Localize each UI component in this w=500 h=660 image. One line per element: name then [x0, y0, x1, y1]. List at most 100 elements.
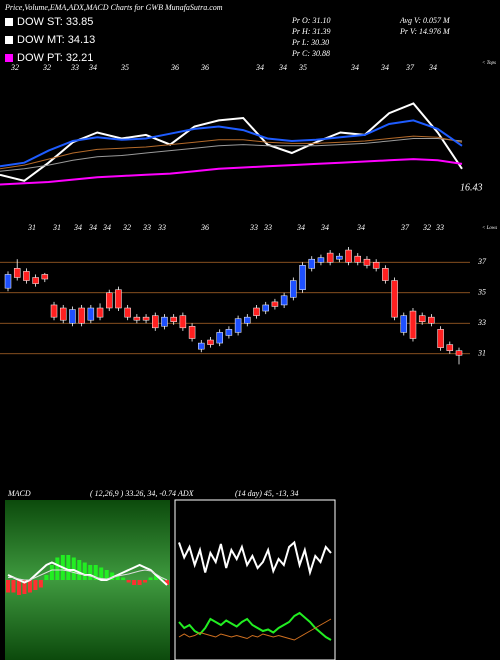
histogram-bar	[104, 570, 109, 580]
top-label: 34	[380, 63, 389, 72]
top-label: 35	[298, 63, 307, 72]
legend-label: DOW ST: 33.85	[17, 16, 93, 28]
candle-body	[308, 258, 315, 269]
low-label: 34	[320, 223, 329, 232]
histogram-bar	[38, 580, 43, 588]
title: Price,Volume,EMA,ADX,MACD Charts for GWB…	[4, 3, 223, 12]
candle-body	[124, 307, 131, 318]
top-label: 36	[200, 63, 209, 72]
histogram-bar	[16, 580, 21, 595]
candle-body	[354, 255, 362, 263]
candle-body	[152, 315, 159, 329]
candle-body	[179, 315, 187, 329]
candle-body	[271, 301, 279, 307]
candle-body	[32, 277, 39, 284]
histogram-bar	[121, 577, 126, 580]
top-label: 32	[10, 63, 19, 72]
histogram-bar	[99, 567, 104, 580]
candle-body	[207, 339, 214, 345]
candle-body	[142, 316, 150, 321]
histogram-bar	[71, 557, 76, 580]
low-label: 33	[157, 223, 166, 232]
series-line	[178, 540, 332, 577]
candle-body	[59, 307, 67, 321]
y-tick-label: 37	[477, 257, 487, 266]
top-label: 34	[255, 63, 264, 72]
lows-marker: < Lows	[482, 226, 497, 231]
histogram-bar	[44, 575, 49, 580]
panel-subtitle: (14 day) 45, -13, 34	[235, 489, 299, 498]
histogram-bar	[27, 580, 32, 593]
last-value: 16.43	[460, 182, 483, 193]
series-line	[178, 618, 332, 641]
low-label: 33	[263, 223, 272, 232]
candle-body	[363, 258, 371, 266]
legend-swatch	[5, 36, 13, 44]
histogram-bar	[165, 580, 169, 585]
series-line	[0, 138, 463, 172]
histogram-bar	[154, 575, 159, 580]
legend-label: DOW PT: 32.21	[17, 52, 93, 64]
top-label: 33	[70, 63, 79, 72]
candle-body	[96, 307, 104, 318]
candle-body	[13, 268, 21, 278]
candle-body	[4, 274, 12, 289]
low-label: 34	[356, 223, 365, 232]
candle-body	[336, 255, 343, 260]
top-label: 36	[170, 63, 179, 72]
stat: Pr H: 31.39	[291, 27, 330, 36]
candle-body	[409, 310, 417, 339]
series-line	[0, 135, 463, 170]
candle-body	[87, 307, 95, 321]
low-label: 34	[102, 223, 111, 232]
stat: Pr C: 30.88	[291, 49, 330, 58]
candle-body	[326, 252, 334, 263]
candle-body	[446, 344, 454, 351]
top-label: 35	[120, 63, 129, 72]
low-label: 34	[88, 223, 97, 232]
candle-body	[253, 307, 260, 316]
series-line	[178, 611, 332, 641]
macd-panel	[5, 500, 170, 660]
low-label: 31	[52, 223, 61, 232]
candle-body	[78, 307, 85, 324]
low-label: 33	[435, 223, 444, 232]
histogram-bar	[126, 580, 131, 583]
candle-body	[400, 315, 408, 333]
low-label: 32	[422, 223, 431, 232]
histogram-bar	[55, 557, 60, 580]
histogram-bar	[93, 565, 98, 580]
low-label: 33	[249, 223, 258, 232]
candle-body	[161, 316, 168, 327]
histogram-bar	[115, 575, 120, 580]
series-line	[0, 119, 463, 168]
candle-body	[23, 271, 30, 281]
histogram-bar	[88, 565, 93, 580]
stat: Avg V: 0.057 M	[399, 16, 451, 25]
histogram-bar	[82, 562, 87, 580]
series-line	[0, 158, 463, 186]
candle-body	[345, 249, 352, 263]
candle-body	[50, 304, 58, 318]
candle-body	[391, 280, 398, 318]
low-label: 31	[27, 223, 36, 232]
low-label: 34	[296, 223, 305, 232]
candle-body	[198, 342, 205, 350]
candle-body	[69, 309, 76, 324]
candle-body	[216, 332, 223, 344]
histogram-bar	[49, 565, 54, 580]
candle-body	[372, 262, 380, 269]
histogram-bar	[22, 580, 27, 594]
histogram-bar	[137, 580, 142, 585]
stat: Pr O: 31.10	[291, 16, 330, 25]
low-label: 34	[73, 223, 82, 232]
histogram-bar	[66, 555, 71, 580]
candle-body	[428, 316, 435, 324]
candle-body	[455, 350, 463, 356]
candle-body	[225, 329, 233, 336]
candle-body	[188, 326, 196, 339]
top-label: 34	[350, 63, 359, 72]
panel-title: ADX	[177, 489, 195, 498]
candle-body	[382, 268, 389, 281]
